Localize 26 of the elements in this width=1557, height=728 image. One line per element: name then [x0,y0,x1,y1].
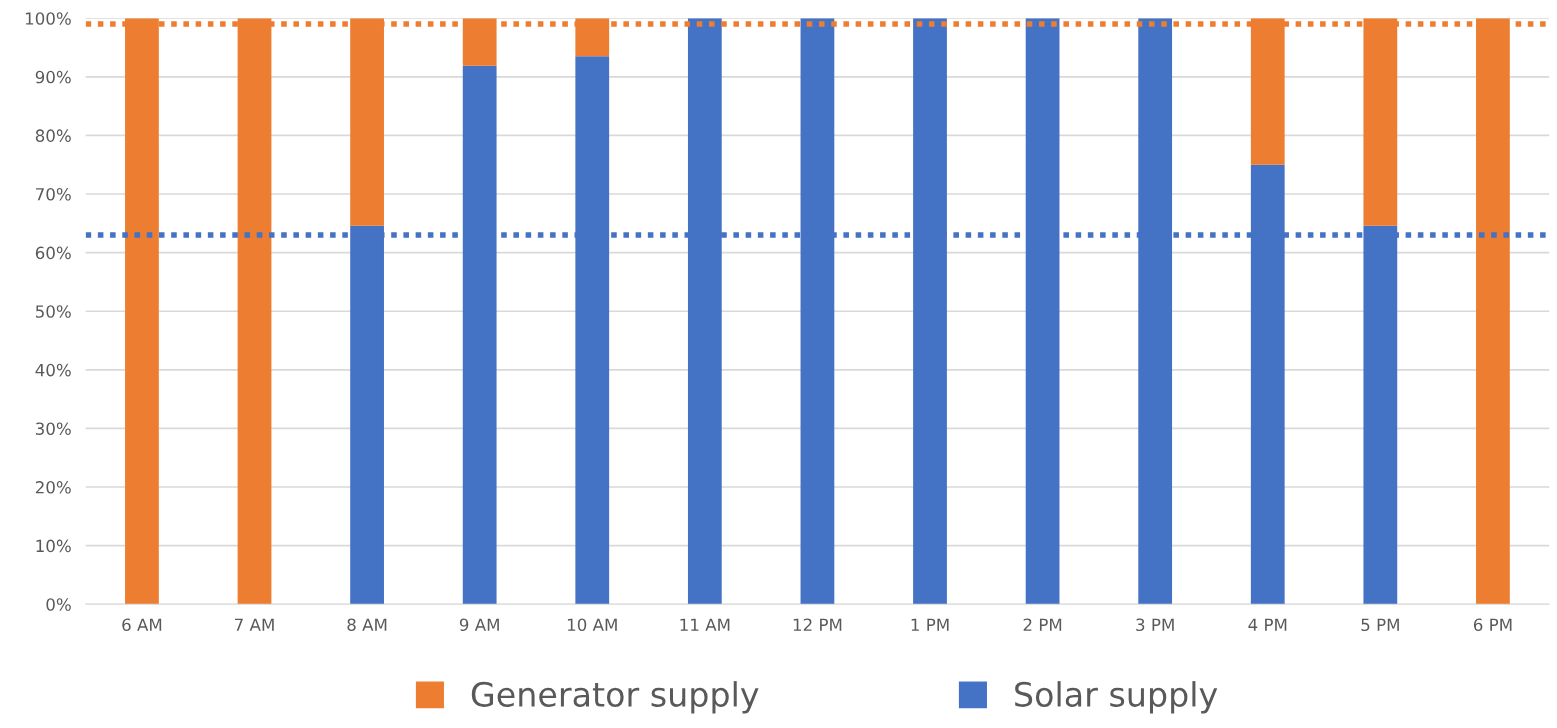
y-tick-label: 100% [25,12,71,25]
x-tick-label: 5 PM [1361,618,1399,632]
y-tick-label: 80% [35,129,71,142]
y-tick-label: 60% [35,246,71,260]
x-tick-label: 2 PM [1023,618,1062,631]
y-tick-label: 10% [36,539,71,553]
y-tick-label: 0% [46,598,71,611]
x-tick-label: 1 PM [911,618,949,631]
x-tick-label: 12 PM [793,618,842,631]
x-tick-label: 10 AM [567,618,617,632]
y-tick-label: 20% [35,480,71,494]
x-tick-label: 6 AM [122,618,162,632]
y-tick-label: 70% [36,187,71,201]
y-tick-label: 90% [35,70,71,84]
x-tick-label: 9 AM [459,618,499,632]
legend-label: Solar supply [1015,681,1218,714]
x-tick-label: 6 PM [1473,618,1512,632]
x-tick-label: 7 AM [235,618,274,631]
x-tick-label: 11 AM [680,618,730,631]
legend-label: Generator supply [471,681,759,714]
x-tick-label: 4 PM [1248,618,1287,631]
y-tick-label: 50% [35,305,71,318]
y-tick-label: 40% [35,363,71,377]
y-tick-label: 30% [35,422,71,435]
x-tick-label: 3 PM [1136,618,1174,632]
x-tick-label: 8 AM [347,618,387,632]
